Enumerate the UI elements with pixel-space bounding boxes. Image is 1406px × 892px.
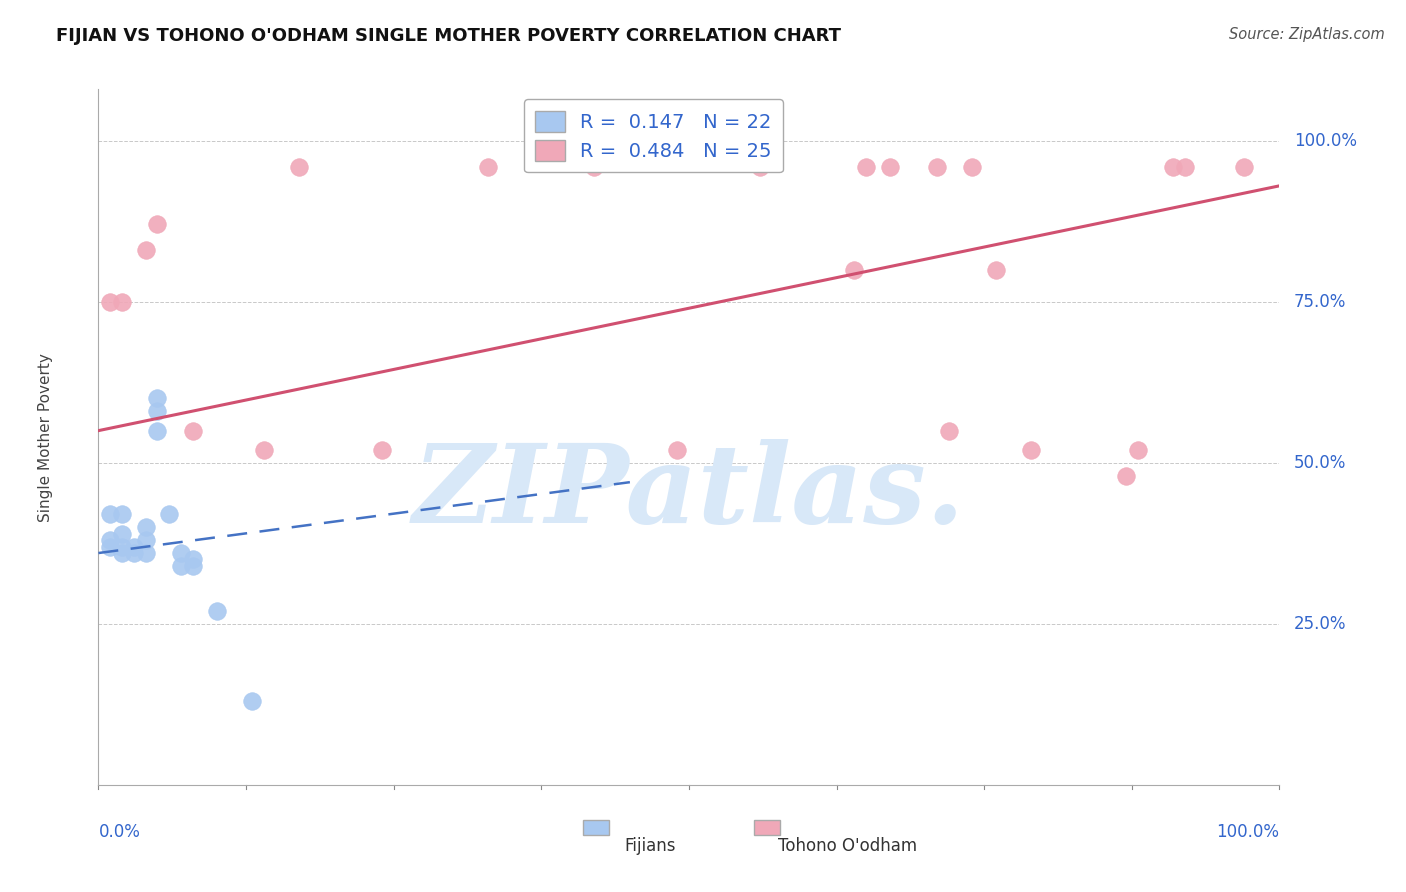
Point xyxy=(135,533,157,548)
Text: Single Mother Poverty: Single Mother Poverty xyxy=(38,352,53,522)
Point xyxy=(1126,442,1149,457)
Text: 50.0%: 50.0% xyxy=(1294,454,1346,472)
Point xyxy=(170,558,193,573)
Point xyxy=(181,552,204,566)
Point xyxy=(122,546,145,560)
FancyBboxPatch shape xyxy=(582,820,609,835)
Text: 75.0%: 75.0% xyxy=(1294,293,1346,310)
Point xyxy=(1161,160,1184,174)
Text: Fijians: Fijians xyxy=(624,837,675,855)
Point xyxy=(111,540,134,554)
Point xyxy=(111,546,134,560)
Point xyxy=(111,526,134,541)
Point xyxy=(938,424,960,438)
Text: 25.0%: 25.0% xyxy=(1294,615,1346,633)
Point xyxy=(477,160,499,174)
Text: Tohono O'odham: Tohono O'odham xyxy=(778,837,917,855)
Point xyxy=(146,218,169,232)
Point xyxy=(844,262,866,277)
Point xyxy=(925,160,948,174)
Point xyxy=(1115,468,1137,483)
Point xyxy=(583,160,606,174)
Point xyxy=(666,442,689,457)
Point xyxy=(111,508,134,522)
Point xyxy=(170,546,193,560)
Point xyxy=(1174,160,1197,174)
Point xyxy=(371,442,394,457)
Point xyxy=(135,520,157,534)
Point xyxy=(98,540,121,554)
Point xyxy=(135,546,157,560)
Point xyxy=(98,294,121,309)
Text: 0.0%: 0.0% xyxy=(98,823,141,841)
Point xyxy=(288,160,311,174)
Point xyxy=(135,244,157,258)
Point xyxy=(205,604,228,618)
Legend: R =  0.147   N = 22, R =  0.484   N = 25: R = 0.147 N = 22, R = 0.484 N = 25 xyxy=(523,99,783,172)
FancyBboxPatch shape xyxy=(754,820,780,835)
Text: ZIPatlas.: ZIPatlas. xyxy=(412,439,966,547)
Text: Source: ZipAtlas.com: Source: ZipAtlas.com xyxy=(1229,27,1385,42)
Text: FIJIAN VS TOHONO O'ODHAM SINGLE MOTHER POVERTY CORRELATION CHART: FIJIAN VS TOHONO O'ODHAM SINGLE MOTHER P… xyxy=(56,27,841,45)
Point xyxy=(879,160,901,174)
Point xyxy=(181,424,204,438)
Point xyxy=(146,404,169,418)
Point xyxy=(748,160,770,174)
Point xyxy=(111,294,134,309)
Point xyxy=(962,160,984,174)
Point xyxy=(146,424,169,438)
Point xyxy=(181,558,204,573)
Point xyxy=(1021,442,1043,457)
Point xyxy=(1233,160,1256,174)
Point xyxy=(146,392,169,406)
Text: 100.0%: 100.0% xyxy=(1216,823,1279,841)
Point xyxy=(98,533,121,548)
Point xyxy=(253,442,276,457)
Point xyxy=(98,508,121,522)
Point xyxy=(122,540,145,554)
Point xyxy=(157,508,180,522)
Point xyxy=(984,262,1007,277)
Point xyxy=(240,694,263,708)
Point xyxy=(855,160,877,174)
Text: 100.0%: 100.0% xyxy=(1294,132,1357,150)
